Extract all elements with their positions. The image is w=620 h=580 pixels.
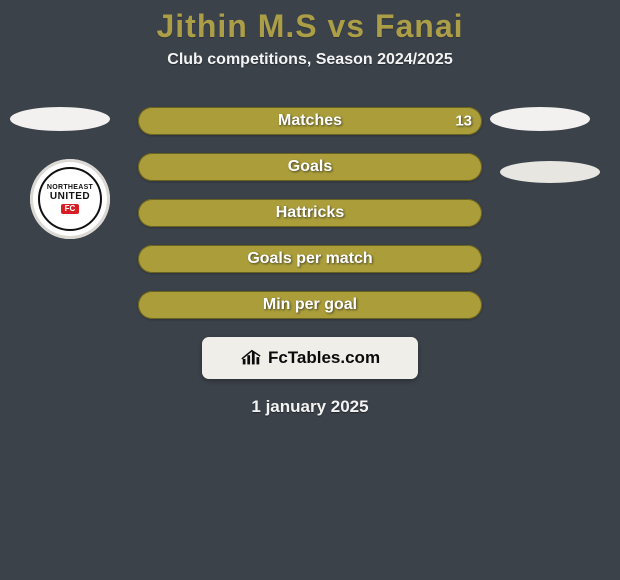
- club-badge-inner: NORTHEAST UNITED FC: [38, 167, 102, 231]
- page-title: Jithin M.S vs Fanai: [0, 0, 620, 45]
- stat-bar-label: Min per goal: [138, 296, 482, 314]
- stat-bar-row: Min per goal: [138, 291, 482, 319]
- brand-text: F cTables.com: [268, 348, 380, 368]
- stat-bars: Matches13 Goals Hattricks Goals per match Mi…: [138, 107, 482, 319]
- stat-bar-row: Goals per match: [138, 245, 482, 273]
- date-line: 1 january 2025: [0, 397, 620, 417]
- bar-chart-icon: [240, 347, 262, 369]
- club-badge: NORTHEAST UNITED FC: [30, 159, 110, 239]
- page-subtitle: Club competitions, Season 2024/2025: [0, 51, 620, 69]
- club-badge-line2: UNITED: [50, 192, 90, 202]
- left-player-oval: [10, 107, 110, 131]
- stage: NORTHEAST UNITED FC Matches13 Goals Hattri…: [0, 107, 620, 417]
- stat-bar-row: Goals: [138, 153, 482, 181]
- brand-f: F: [268, 348, 278, 368]
- right-player-oval-2: [500, 161, 600, 183]
- club-badge-line1: NORTHEAST: [47, 184, 93, 191]
- stat-bar-row: Hattricks: [138, 199, 482, 227]
- stat-bar-row: Matches13: [138, 107, 482, 135]
- stat-bar-label: Goals: [138, 158, 482, 176]
- stat-bar-label: Matches: [138, 112, 482, 130]
- brand-rest: cTables.com: [278, 348, 380, 368]
- stat-bar-value: 13: [455, 113, 472, 130]
- right-player-oval: [490, 107, 590, 131]
- stat-bar-label: Hattricks: [138, 204, 482, 222]
- brand-box[interactable]: F cTables.com: [202, 337, 418, 379]
- club-badge-accent: FC: [61, 204, 80, 214]
- stat-bar-label: Goals per match: [138, 250, 482, 268]
